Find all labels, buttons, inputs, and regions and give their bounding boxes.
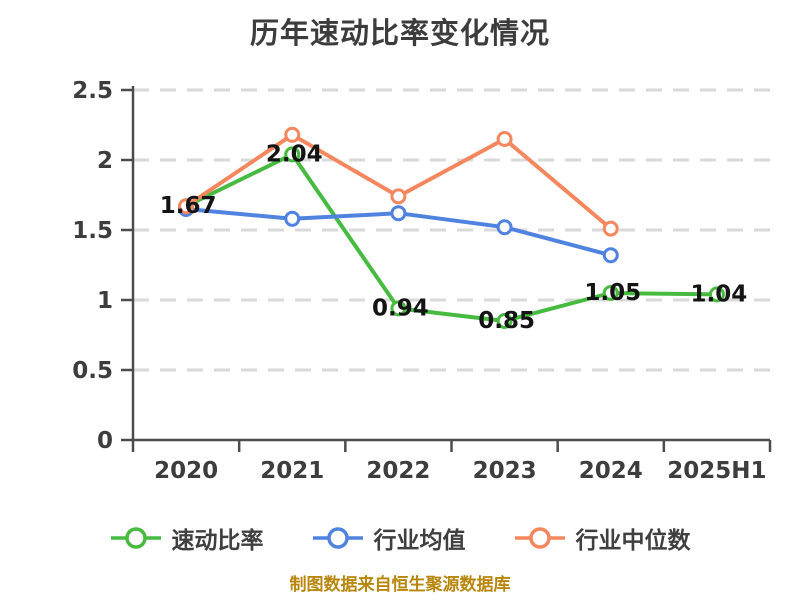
chart-legend: 速动比率 行业均值 行业中位数 xyxy=(0,521,800,555)
data-point-industry-median-2020 xyxy=(178,198,195,215)
data-label-quick-ratio-2023: 0.85 xyxy=(478,308,535,334)
legend-label-quick-ratio: 速动比率 xyxy=(171,528,264,554)
y-tick-label-0.5: 0.5 xyxy=(72,358,113,384)
line-circle-marker-icon xyxy=(312,527,363,549)
data-point-industry-median-2021 xyxy=(284,126,301,143)
data-point-industry-average-2023 xyxy=(496,219,513,236)
data-point-quick-ratio-2023 xyxy=(496,313,513,329)
data-source-footnote: 制图数据来自恒生聚源数据库 xyxy=(289,575,511,595)
y-tick-label-1: 1 xyxy=(97,288,113,314)
data-point-industry-median-2024 xyxy=(602,220,619,237)
y-tick-label-0: 0 xyxy=(97,428,113,454)
data-label-quick-ratio-2021: 2.04 xyxy=(266,141,323,167)
data-point-industry-median-2023 xyxy=(496,131,513,147)
series-line-quick-ratio xyxy=(184,152,719,323)
y-tick-label-2: 2 xyxy=(97,148,113,174)
data-label-quick-ratio-2022: 0.94 xyxy=(372,295,429,321)
legend-item-quick-ratio[interactable]: 速动比率 xyxy=(110,521,264,555)
line-circle-marker-icon xyxy=(110,527,161,549)
data-label-quick-ratio-2024: 1.05 xyxy=(584,280,641,306)
chart-title: 历年速动比率变化情况 xyxy=(249,16,550,50)
x-tick-label-2024: 2024 xyxy=(579,458,643,484)
data-point-industry-average-2022 xyxy=(390,205,407,222)
data-point-quick-ratio-2022 xyxy=(390,300,407,317)
x-tick-label-2020: 2020 xyxy=(154,458,218,484)
data-point-industry-average-2024 xyxy=(602,247,619,264)
line-circle-marker-icon xyxy=(514,527,565,549)
x-tick-label-2021: 2021 xyxy=(260,458,324,484)
data-label-quick-ratio-2020: 1.67 xyxy=(160,193,217,219)
legend-label-industry-average: 行业均值 xyxy=(373,528,466,554)
legend-item-industry-average[interactable]: 行业均值 xyxy=(312,521,466,555)
legend-item-industry-median[interactable]: 行业中位数 xyxy=(514,521,691,555)
data-label-quick-ratio-2025H1: 1.04 xyxy=(691,281,748,307)
data-point-quick-ratio-2021 xyxy=(284,146,301,163)
legend-label-industry-median: 行业中位数 xyxy=(575,528,691,554)
data-point-industry-median-2022 xyxy=(390,188,407,205)
y-tick-label-1.5: 1.5 xyxy=(72,218,113,244)
x-tick-label-2025H1: 2025H1 xyxy=(667,458,766,484)
x-tick-label-2022: 2022 xyxy=(366,458,430,484)
y-tick-label-2.5: 2.5 xyxy=(72,78,113,104)
x-tick-label-2023: 2023 xyxy=(473,458,537,484)
data-point-industry-average-2021 xyxy=(284,210,301,227)
data-point-quick-ratio-2025H1 xyxy=(708,286,725,303)
data-point-quick-ratio-2024 xyxy=(602,285,619,301)
